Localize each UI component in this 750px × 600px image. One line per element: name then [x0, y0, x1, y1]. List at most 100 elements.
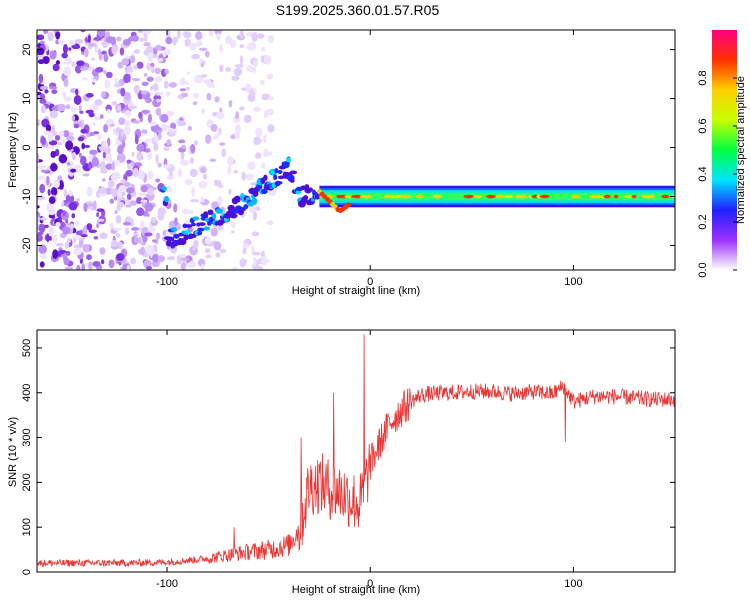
colorbar-tick-label: 0.0	[697, 262, 709, 277]
heatmap-cell	[52, 63, 60, 72]
heatmap-cell	[119, 47, 125, 56]
heatmap-cell	[132, 77, 141, 82]
heatmap-cell	[74, 220, 80, 226]
heatmap-cell	[151, 259, 160, 268]
heatmap-cell	[260, 255, 268, 266]
spectrogram-noise	[37, 30, 277, 270]
heatmap-cell	[128, 200, 138, 206]
heatmap-cell	[165, 36, 173, 45]
spectrogram-frame	[36, 29, 676, 271]
heatmap-cell	[147, 170, 154, 180]
heatmap-cell	[217, 196, 223, 206]
heatmap-cell	[63, 77, 69, 88]
heatmap-cell	[198, 47, 208, 52]
heatmap-cell	[71, 44, 81, 50]
heatmap-cell	[263, 54, 272, 65]
heatmap-cell	[118, 261, 122, 266]
heatmap-cell	[153, 142, 159, 152]
heatmap-cell	[157, 127, 162, 131]
heatmap-cell	[93, 200, 97, 211]
colorbar-label: Normalized spectral amplitude	[735, 76, 747, 224]
heatmap-cell	[137, 170, 145, 180]
heatmap-cell	[115, 214, 122, 224]
spectrogram-x-ticks: -100 0 100	[156, 30, 583, 288]
heatmap-cell	[193, 239, 199, 249]
heatmap-cell	[116, 105, 122, 112]
heatmap-trace-cell	[260, 189, 268, 195]
heatmap-cell	[153, 82, 159, 92]
heatmap-cell	[96, 212, 100, 218]
heatmap-cell	[88, 42, 97, 47]
heatmap-cell	[104, 79, 111, 89]
heatmap-cell	[95, 66, 104, 73]
heatmap-cell	[100, 259, 105, 265]
heatmap-cell	[85, 93, 94, 98]
heatmap-cell	[180, 159, 189, 166]
x-tick-label: 0	[367, 276, 373, 288]
heatmap-cell	[58, 180, 64, 190]
heatmap-cell	[157, 162, 162, 168]
heatmap-cell	[118, 133, 127, 143]
heatmap-cell	[248, 204, 256, 214]
heatmap-trace-cell	[289, 178, 295, 183]
heatmap-cell	[210, 227, 219, 237]
heatmap-cell	[242, 247, 247, 255]
heatmap-cell	[155, 44, 162, 51]
heatmap-cell	[155, 232, 161, 240]
heatmap-cell	[63, 66, 72, 76]
heatmap-cell	[202, 60, 206, 66]
heatmap-cell	[143, 42, 151, 47]
heatmap-cell	[235, 111, 239, 120]
heatmap-cell	[66, 250, 71, 256]
heatmap-cell	[98, 51, 103, 61]
heatmap-cell	[134, 233, 138, 244]
heatmap-cell	[37, 34, 45, 41]
heatmap-trace-cell	[263, 174, 268, 181]
heatmap-cell	[154, 76, 163, 83]
heatmap-cell	[225, 35, 233, 44]
y-tick-label: 10	[21, 92, 33, 104]
heatmap-trace-cell	[197, 227, 205, 232]
heatmap-cell	[121, 140, 126, 149]
heatmap-cell	[162, 147, 170, 151]
heatmap-cell	[216, 111, 225, 120]
heatmap-trace-cell	[203, 226, 211, 231]
heatmap-cell	[91, 122, 96, 126]
heatmap-cell	[214, 30, 222, 36]
heatmap-cell	[251, 251, 261, 256]
heatmap-cell	[120, 128, 125, 138]
spectrogram-y-ticks: -20 -10 0 10 20	[21, 43, 675, 253]
heatmap-cell	[183, 31, 192, 39]
heatmap-cell	[91, 57, 95, 61]
heatmap-cell	[76, 264, 81, 270]
heatmap-cell	[150, 62, 155, 67]
heatmap-cell	[230, 221, 236, 229]
heatmap-cell	[213, 135, 219, 140]
heatmap-trace-cell	[270, 169, 276, 175]
heatmap-cell	[60, 138, 66, 145]
heatmap-cell	[250, 66, 257, 73]
heatmap-cell	[192, 101, 198, 106]
heatmap-cell	[203, 79, 212, 84]
heatmap-cell	[81, 263, 85, 270]
heatmap-cell	[124, 109, 132, 117]
heatmap-cell	[185, 81, 189, 85]
heatmap-cell	[70, 168, 77, 173]
heatmap-cell	[108, 153, 113, 162]
heatmap-cell	[165, 229, 171, 239]
heatmap-cell	[72, 238, 76, 243]
heatmap-cell	[245, 173, 254, 181]
heatmap-trace-cell	[307, 187, 313, 192]
heatmap-trace-cell	[277, 169, 283, 175]
heatmap-cell	[231, 230, 235, 234]
heatmap-cell	[235, 124, 241, 135]
heatmap-cell	[213, 241, 222, 251]
heatmap-cell	[209, 158, 217, 162]
heatmap-cell	[130, 227, 140, 231]
heatmap-cell	[243, 114, 252, 124]
heatmap-cell	[228, 188, 232, 195]
heatmap-peak-cell	[504, 194, 514, 199]
heatmap-cell	[113, 83, 121, 88]
heatmap-cell	[225, 67, 232, 72]
heatmap-cell	[86, 203, 95, 207]
